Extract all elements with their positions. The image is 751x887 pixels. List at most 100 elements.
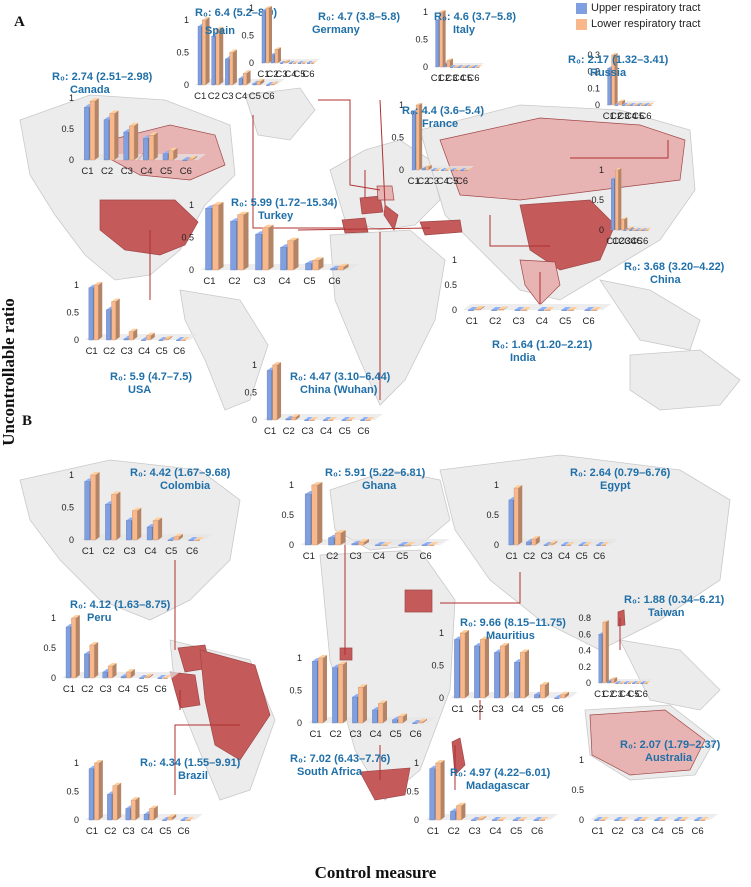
bar-lower-c3 [500, 643, 509, 699]
category-label: C1 [81, 166, 93, 177]
legend-label-lower: Lower respiratory tract [591, 18, 701, 30]
category-label: C3 [349, 551, 361, 562]
category-label: C2 [602, 689, 614, 700]
bar-lower-c5 [540, 682, 549, 699]
category-label: C1 [506, 551, 518, 562]
bar-lower-c1 [435, 760, 445, 821]
bar-lower-c1 [600, 817, 609, 821]
bar-upper-c6 [360, 417, 369, 421]
bar-upper-c5 [561, 307, 572, 311]
chart-country-name: Mauritius [486, 630, 535, 642]
bar-lower-c4 [633, 228, 640, 231]
chart-title: R₀: 3.68 (3.20–4.22) [624, 261, 725, 273]
bar-lower-c1 [602, 620, 609, 684]
bar-upper-c5 [578, 542, 588, 546]
y-tick-label: 1 [439, 628, 444, 638]
bar-upper-c6 [157, 675, 167, 679]
y-tick-label: 0 [579, 815, 584, 825]
chart-country-name: Madagascar [466, 780, 530, 792]
category-label: C2 [104, 826, 116, 837]
bar-lower-c2 [610, 676, 618, 684]
chart-title: R₀: 1.88 (0.34–6.21) [624, 594, 725, 606]
bar-lower-c2 [111, 298, 120, 341]
y-tick-label: 0.5 [66, 308, 79, 318]
chart-country-name: South Africa [297, 766, 363, 778]
bar-upper-c3 [543, 542, 553, 546]
bar-upper-c3 [615, 681, 622, 684]
chart-title: R₀: 2.64 (0.79–6.76) [570, 467, 671, 479]
category-label: C1 [606, 236, 618, 247]
bar-lower-c5 [518, 817, 528, 821]
category-label: C4 [284, 69, 296, 80]
bar-upper-c5 [631, 681, 639, 684]
bar-lower-c2 [618, 99, 625, 106]
bar-lower-c4 [328, 417, 338, 421]
chart-india: 0 0.5 1 C1 C2 C3 C4 C5 C6 R₀: 1.64 (1.20–2.21)Ind… [444, 255, 611, 364]
chart-title: R₀: 2.07 (1.79–2.37) [620, 739, 721, 751]
bar-lower-c4 [148, 132, 158, 161]
y-tick-label: 0.5 [391, 133, 404, 143]
bar-upper-c3 [279, 61, 286, 64]
category-label: C1 [431, 73, 443, 84]
chart-title: R₀: 9.66 (8.15–11.75) [460, 617, 566, 629]
y-tick-label: 0 [74, 815, 79, 825]
chart-title: R₀: 5.99 (1.72–15.34) [231, 197, 338, 209]
bar-lower-c6 [418, 718, 427, 724]
bar-lower-c5 [640, 103, 647, 106]
bar-lower-c3 [548, 540, 558, 546]
bar-upper-c6 [412, 720, 422, 724]
chart-title: R₀: 4.7 (3.8–5.8) [318, 11, 400, 23]
bar-lower-c6 [476, 65, 483, 68]
y-tick-label: 0.5 [241, 31, 254, 41]
bar-lower-c6 [464, 168, 471, 171]
bar-lower-c6 [270, 81, 278, 86]
bar-lower-c2 [109, 110, 119, 161]
connector-spain [252, 115, 345, 229]
bar-upper-c4 [374, 542, 386, 546]
bar-lower-c6 [539, 817, 549, 821]
bar-lower-c6 [428, 542, 439, 546]
category-label: C1 [257, 69, 269, 80]
chart-mauritius: 0 0.5 1 C1 C2 C3 C4 C5 C6 R₀: 9.66 (8.15–11.75)Ma… [431, 617, 578, 715]
chart-country-name: Brazil [178, 770, 208, 782]
y-tick-label: 0.8 [578, 613, 591, 623]
category-label: C4 [320, 426, 332, 437]
y-tick-label: 0.5 [289, 686, 302, 696]
bar-lower-c1 [89, 98, 99, 161]
chart-country-name: USA [128, 384, 151, 396]
y-tick-label: 1 [74, 280, 79, 290]
y-tick-label: 0 [452, 305, 457, 315]
category-label: C2 [448, 826, 460, 837]
bar-lower-c4 [544, 307, 555, 311]
bar-lower-c4 [566, 542, 575, 546]
bar-lower-c1 [202, 17, 210, 86]
bar-lower-c1 [318, 655, 327, 724]
bar-upper-c6 [644, 103, 651, 106]
land-s-america-a [179, 289, 269, 411]
bar-lower-c6 [365, 417, 375, 421]
chart-australia: 0 0.5 1 C1 C2 C3 C4 C5 C6 R₀: 2.07 (1.79–2.37)Aus… [571, 739, 720, 837]
category-label: C1 [594, 689, 606, 700]
bar-lower-c4 [461, 65, 468, 68]
bar-lower-c6 [560, 691, 569, 699]
connector-egypt [440, 572, 521, 604]
category-label: C6 [636, 236, 648, 247]
y-tick-label: 1 [297, 653, 302, 663]
category-label: C2 [610, 111, 622, 122]
category-label: C2 [330, 729, 342, 740]
category-label: C2 [228, 276, 240, 287]
y-tick-label: 0.5 [406, 787, 419, 797]
category-label: C4 [625, 111, 637, 122]
chart-brazil: 0 0.5 1 C1 C2 C3 C4 C5 C6 R₀: 4.34 (1.55–9.91)Bra… [66, 757, 240, 837]
category-label: C6 [531, 826, 543, 837]
y-tick-label: 1 [423, 7, 428, 17]
bar-lower-c5 [173, 533, 183, 541]
bar-lower-c3 [229, 49, 237, 86]
bar-upper-c4 [457, 65, 464, 68]
chart-country-name: Canada [70, 84, 111, 96]
category-label: C4 [235, 91, 247, 102]
y-tick-label: 0.5 [415, 35, 428, 45]
y-tick-label: 0.5 [591, 195, 604, 205]
